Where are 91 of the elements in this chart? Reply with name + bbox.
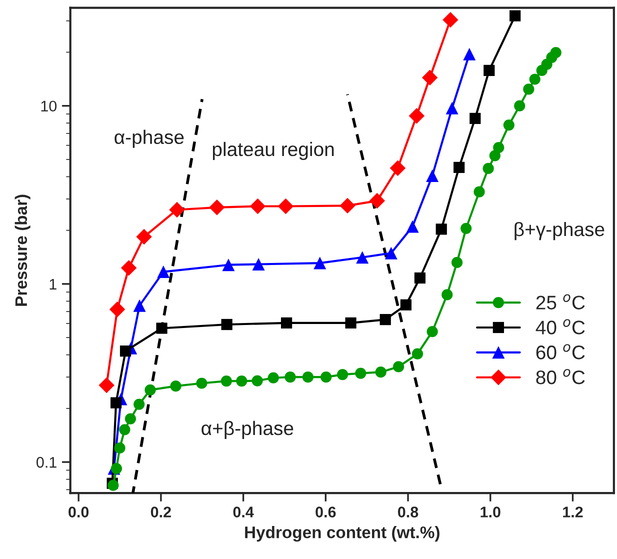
point	[320, 372, 332, 383]
point	[109, 302, 126, 318]
point	[514, 100, 526, 112]
point	[345, 317, 356, 328]
x-tick-label: 1.0	[480, 506, 500, 518]
point	[482, 162, 494, 174]
x-tick-label: 1.2	[563, 506, 583, 518]
point	[460, 222, 472, 234]
point	[484, 64, 495, 76]
point	[156, 322, 168, 334]
point	[169, 202, 185, 218]
point	[314, 256, 326, 270]
point	[392, 361, 404, 372]
annotation: β+γ-phase	[514, 222, 604, 240]
point	[144, 384, 156, 396]
point	[384, 246, 398, 260]
point	[209, 200, 225, 216]
point	[222, 258, 235, 272]
point	[170, 380, 182, 392]
point	[110, 462, 122, 474]
point	[110, 397, 122, 408]
point	[369, 192, 385, 209]
point	[252, 258, 265, 270]
point	[250, 198, 266, 214]
annotation: plateau region	[212, 142, 334, 160]
x-tick-label: 0.8	[398, 506, 418, 518]
point	[120, 260, 137, 276]
y-tick-label: 1	[50, 278, 56, 290]
point	[408, 108, 425, 124]
point	[375, 366, 386, 378]
point	[412, 348, 424, 360]
legend-label: 60 $^{o}$C	[536, 344, 585, 360]
point	[340, 198, 356, 214]
legend-label: 80 $^{o}$C	[536, 369, 585, 384]
point	[302, 372, 314, 383]
point	[236, 375, 248, 387]
point	[133, 299, 146, 312]
point	[442, 289, 453, 300]
point	[380, 314, 391, 326]
point	[400, 299, 412, 310]
x-tick-label: 0.6	[316, 506, 336, 518]
point	[470, 112, 481, 124]
point	[406, 220, 419, 233]
point	[474, 186, 485, 198]
point	[454, 162, 465, 173]
point	[463, 48, 476, 60]
point	[98, 377, 114, 394]
x-tick-label: 0.0	[68, 506, 89, 518]
annotation: α+β-phase	[202, 420, 294, 440]
x-axis-title: Hydrogen content (wt.%)	[245, 526, 440, 542]
point	[134, 398, 145, 410]
point	[550, 47, 562, 58]
legend-label: 40 $^{o}$C	[536, 319, 585, 334]
point	[280, 317, 292, 328]
y-axis-title: Pressure (bar)	[14, 194, 30, 306]
point	[523, 84, 534, 95]
y-tick-label: 10	[41, 100, 57, 112]
point	[278, 198, 294, 214]
point	[157, 266, 170, 278]
point	[268, 372, 279, 384]
point	[446, 102, 458, 114]
point	[390, 160, 406, 176]
point	[120, 345, 132, 357]
y-tick-label: 0.1	[36, 456, 56, 468]
point	[196, 378, 208, 389]
point	[114, 442, 126, 454]
x-tick-label: 0.4	[233, 506, 254, 518]
point	[356, 251, 369, 264]
annotation: α-phase	[114, 130, 184, 148]
x-tick-label: 0.2	[150, 506, 171, 518]
point	[426, 326, 438, 338]
point	[529, 74, 540, 85]
point	[336, 368, 348, 380]
point	[220, 375, 232, 387]
point	[355, 368, 366, 379]
point	[451, 256, 463, 268]
point	[426, 169, 439, 182]
legend-label: 25 $^{o}$C	[536, 294, 585, 310]
point	[442, 12, 458, 28]
point	[136, 228, 152, 245]
point	[252, 375, 263, 386]
point	[422, 70, 438, 86]
point	[124, 413, 136, 424]
point	[436, 224, 447, 235]
point	[493, 142, 504, 154]
point	[221, 318, 232, 330]
point	[119, 424, 130, 436]
point	[503, 119, 514, 131]
point	[414, 272, 426, 284]
point	[510, 10, 521, 22]
point	[284, 372, 296, 383]
